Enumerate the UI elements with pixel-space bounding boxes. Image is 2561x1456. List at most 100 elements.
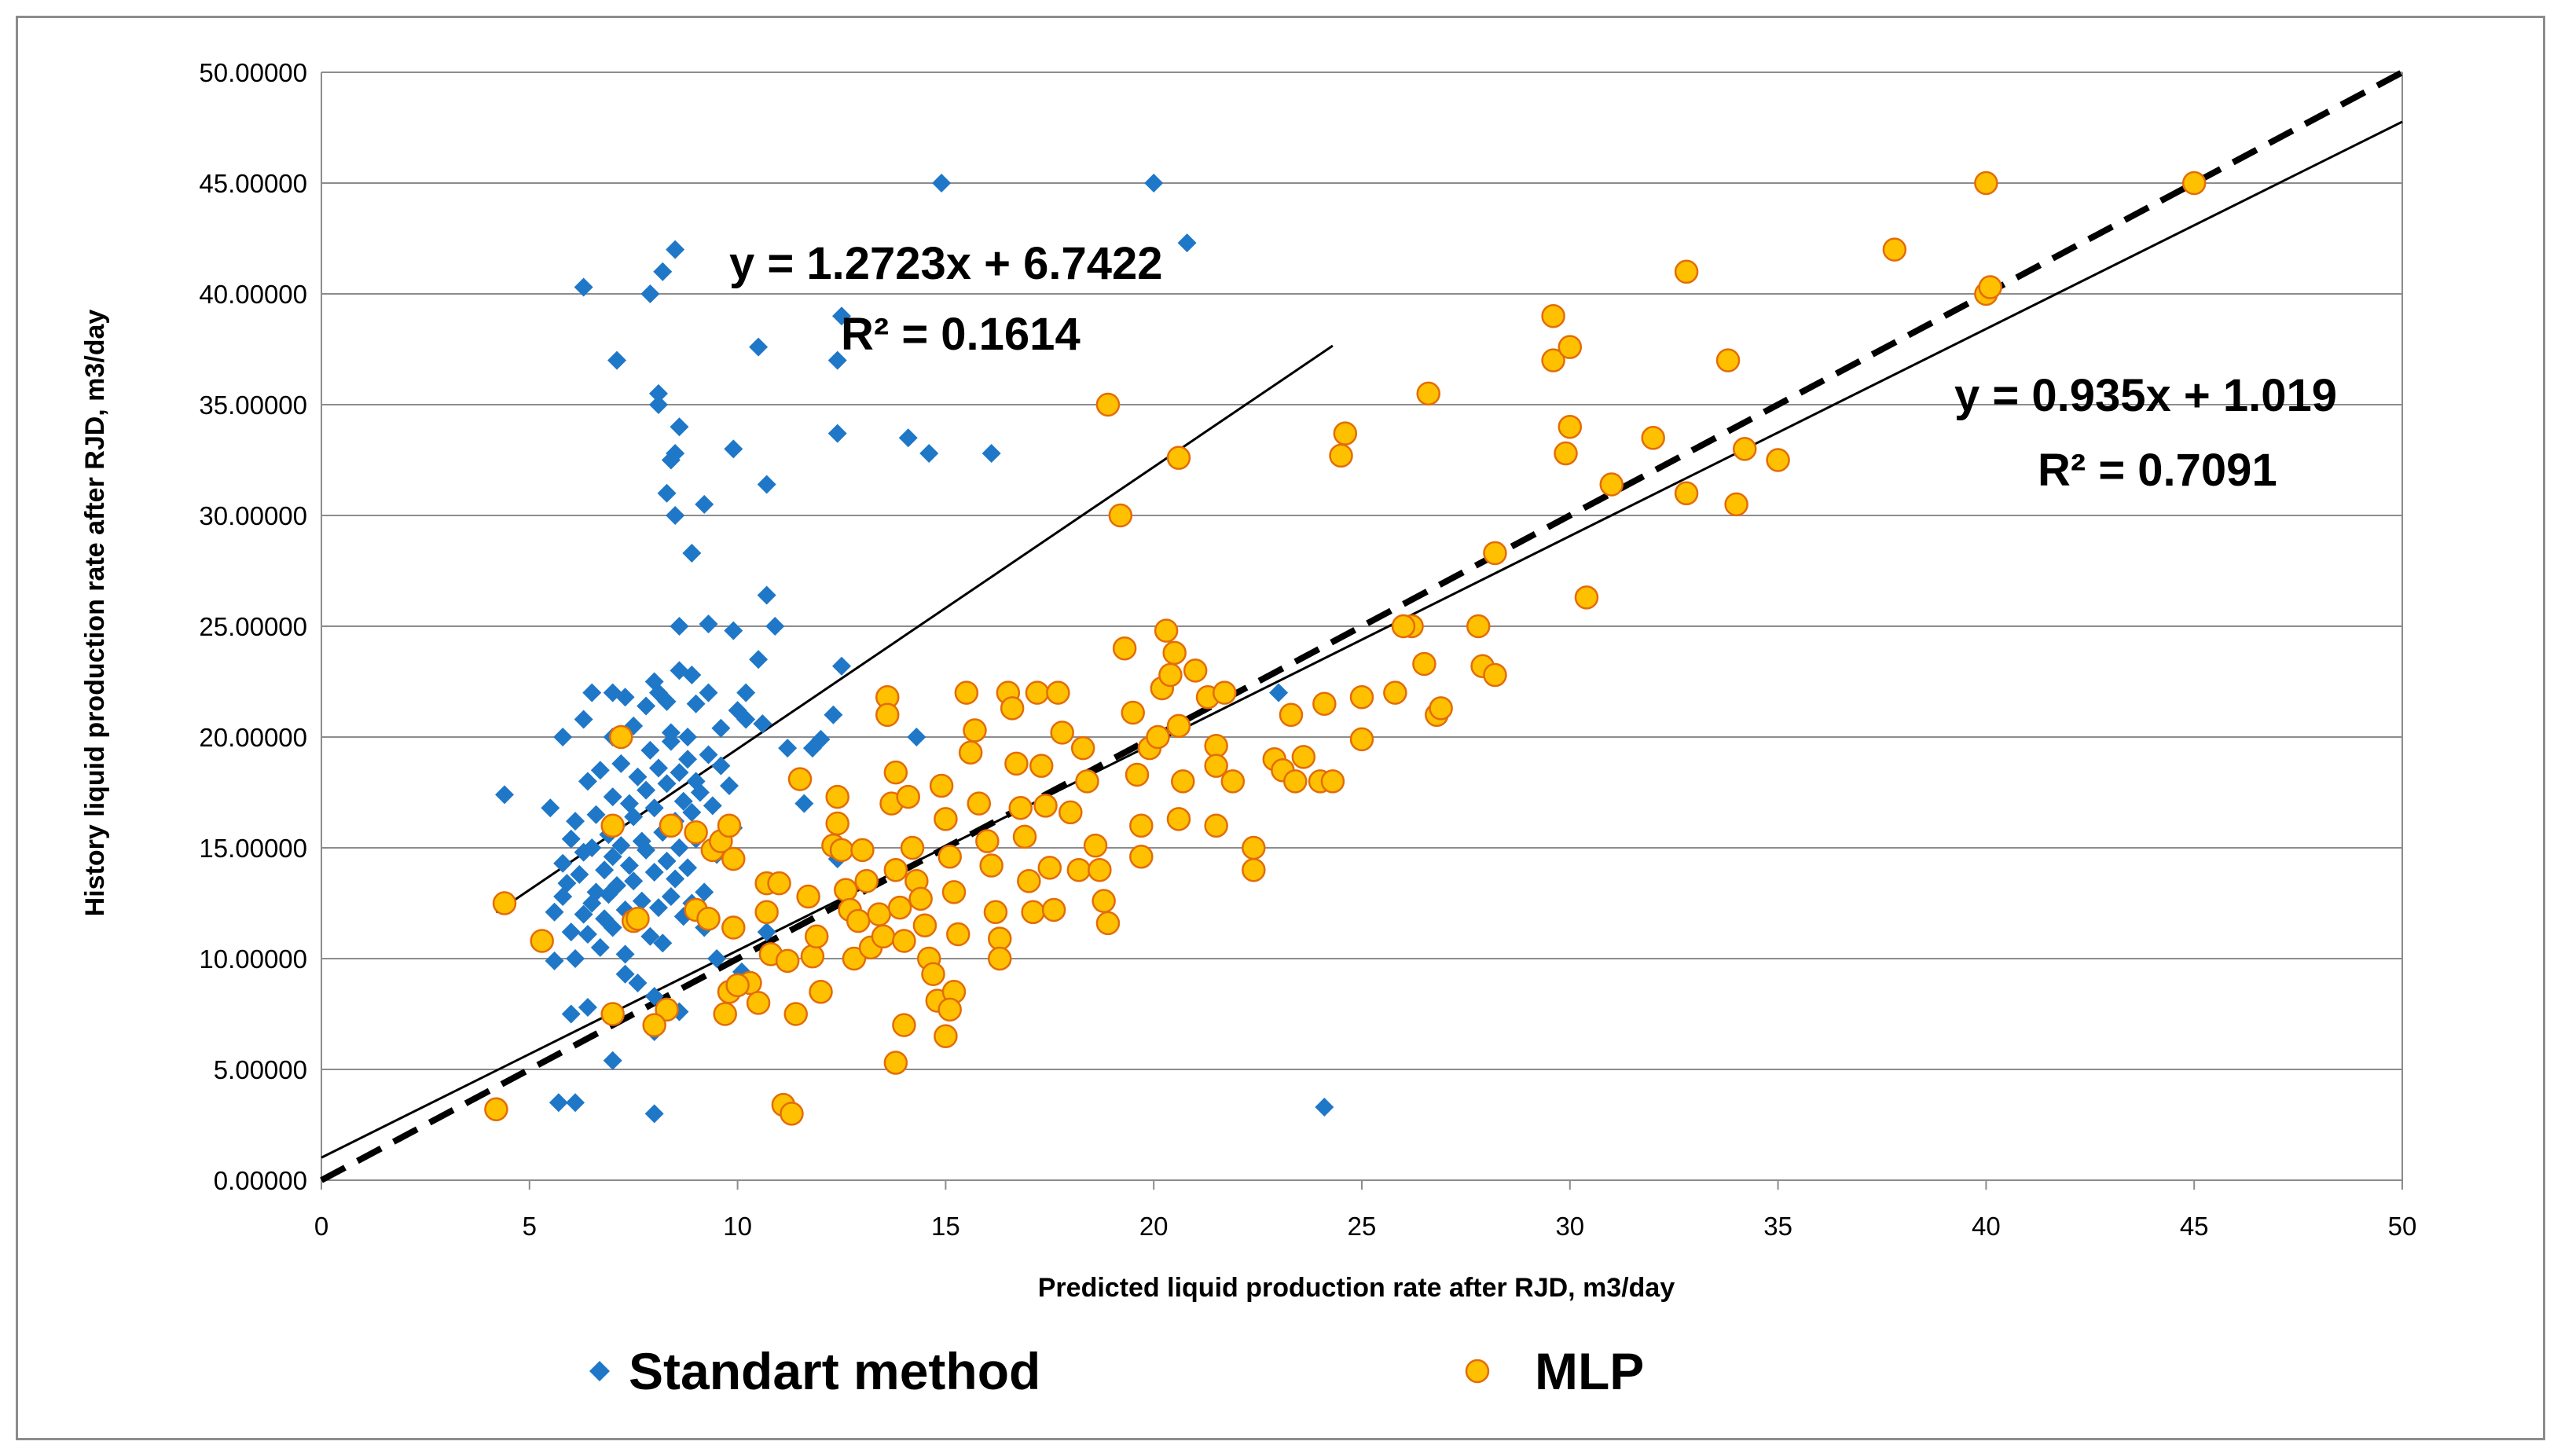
standart-method-point — [566, 812, 585, 831]
standart-method-point — [657, 851, 677, 871]
mlp-point — [1212, 680, 1237, 705]
standart-method-point — [637, 696, 656, 716]
mlp-point — [1715, 348, 1741, 372]
standart-method-point — [648, 898, 668, 918]
mlp-point — [1558, 414, 1583, 439]
mlp-point — [1146, 724, 1170, 750]
mlp-point — [900, 835, 925, 860]
standart-method-point — [653, 262, 673, 281]
mlp-point — [1541, 348, 1565, 372]
standart-method-point — [811, 729, 831, 749]
standart-method-point — [545, 951, 564, 970]
mlp-point — [780, 1102, 804, 1126]
standart-method-point — [699, 683, 718, 702]
mlp-point — [867, 902, 891, 926]
mlp-point — [946, 922, 970, 947]
legend-marker-mlp — [1465, 1359, 1490, 1384]
standart-method-point — [678, 858, 698, 878]
mlp-point — [1320, 769, 1345, 794]
mlp-point — [883, 857, 908, 882]
standart-method-point — [666, 869, 685, 889]
mlp-point — [1066, 857, 1092, 882]
mlp-point — [854, 869, 879, 893]
standart-method-point — [720, 776, 739, 796]
standart-method-point — [628, 767, 648, 787]
mlp-point — [987, 946, 1012, 971]
x-tick-label: 0 — [314, 1212, 328, 1241]
mlp-point — [883, 1051, 908, 1075]
standart-method-point — [1177, 233, 1197, 253]
standart-method-point — [1144, 174, 1164, 193]
x-tick-label: 25 — [1348, 1212, 1377, 1241]
mlp-point — [1574, 585, 1599, 610]
standart-method-point — [553, 728, 573, 746]
mlp-point — [1075, 769, 1099, 794]
mlp-point — [530, 929, 554, 953]
mlp-point — [626, 906, 650, 931]
y-tick-label: 20.00000 — [199, 723, 307, 752]
mlp-point — [1083, 833, 1108, 858]
standart-method-point — [640, 926, 660, 946]
standart-method-point — [644, 863, 664, 882]
standart-method-point — [553, 853, 573, 873]
mlp-point — [1220, 769, 1246, 794]
mlp-point — [1095, 392, 1121, 417]
mlp-point — [1025, 680, 1050, 705]
standart-method-point — [661, 887, 681, 907]
mlp-point — [825, 811, 849, 836]
mlp-point — [796, 884, 820, 909]
standart-method-series — [495, 174, 1334, 1124]
mlp-point — [846, 908, 871, 933]
standart-method-point — [757, 475, 776, 494]
standart-method-point — [666, 444, 685, 464]
mlp-point — [1882, 237, 1907, 262]
mlp-point — [1674, 481, 1699, 506]
standart-method-point — [640, 740, 660, 760]
mlp-point — [1046, 680, 1070, 705]
mlp-point — [684, 820, 708, 845]
standart-method-point — [670, 417, 689, 437]
mlp-point — [941, 880, 967, 904]
mlp-point — [908, 886, 933, 911]
mlp-point — [979, 853, 1003, 878]
standart-method-r2-label: R² = 0.1614 — [841, 309, 1081, 360]
standart-method-point — [648, 383, 668, 403]
standart-method-point — [778, 739, 798, 758]
mlp-trendline — [321, 120, 2403, 1159]
standart-method-point — [615, 964, 635, 984]
mlp-point — [1412, 651, 1436, 677]
y-tick-label: 5.00000 — [214, 1055, 307, 1084]
mlp-point — [954, 680, 979, 705]
standart-method-point — [673, 791, 693, 811]
standart-method-point — [574, 277, 593, 297]
standart-method-point — [907, 728, 926, 746]
standart-method-point — [578, 924, 597, 944]
standart-method-point — [607, 350, 627, 370]
standart-method-point — [611, 754, 631, 773]
standart-method-point — [711, 756, 731, 776]
mlp-point — [1162, 640, 1187, 666]
standart-method-point — [827, 350, 847, 370]
standart-method-point — [566, 1093, 585, 1113]
standart-method-point — [666, 240, 685, 259]
standart-method-point — [574, 904, 593, 924]
mlp-point — [937, 997, 962, 1022]
standart-method-point — [657, 774, 677, 794]
mlp-point — [1070, 735, 1095, 761]
standart-method-point — [590, 937, 610, 957]
mlp-point — [1204, 734, 1228, 758]
mlp-point — [1050, 721, 1074, 745]
mlp-point — [775, 948, 800, 974]
standart-method-point — [736, 683, 756, 702]
standart-method-point — [703, 796, 722, 816]
mlp-point — [871, 924, 896, 949]
standart-method-point — [561, 829, 581, 849]
mlp-point — [1329, 443, 1353, 468]
mlp-point — [912, 913, 937, 937]
mlp-point — [1112, 636, 1137, 661]
mlp-point — [1349, 727, 1374, 752]
mlp-point — [783, 1002, 808, 1026]
mlp-point — [1312, 691, 1337, 716]
mlp-point — [609, 724, 633, 750]
mlp-point — [1125, 762, 1150, 787]
